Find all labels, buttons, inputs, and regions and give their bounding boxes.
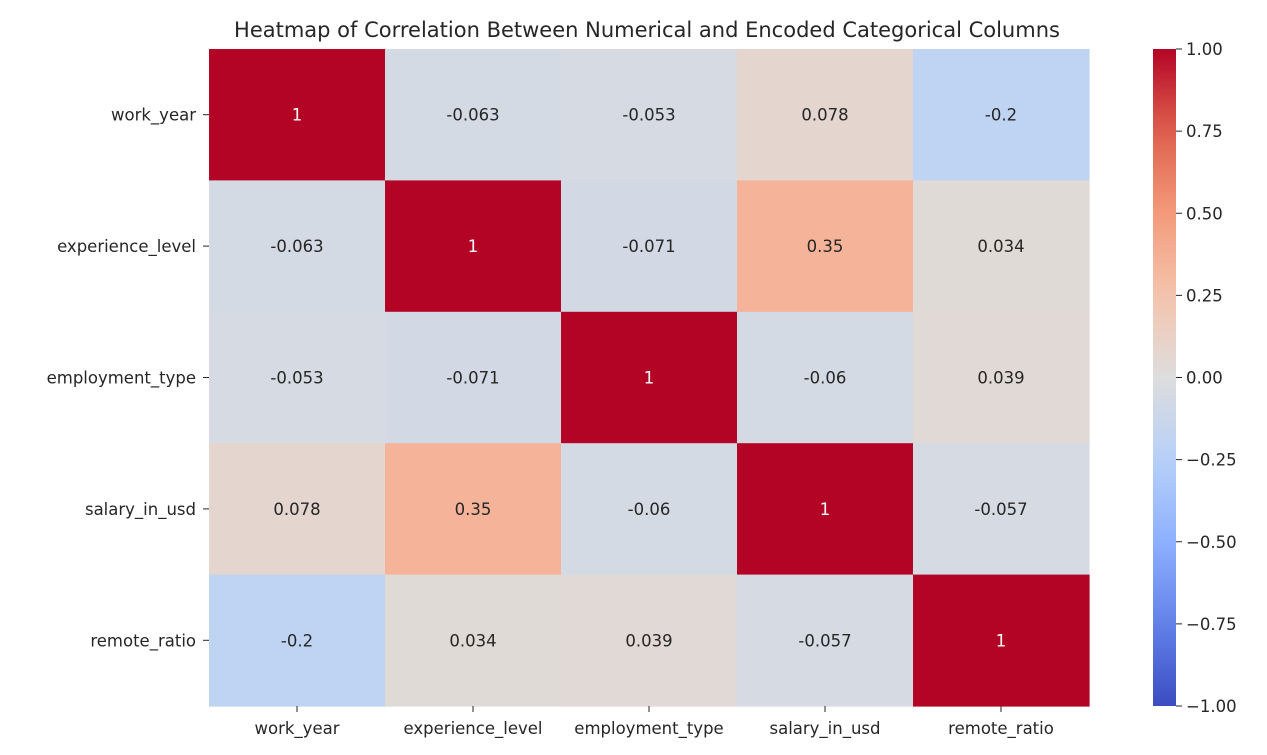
- cell-annotation: -0.06: [628, 500, 671, 519]
- heatmap-cells: [209, 49, 1090, 707]
- cell-annotation: 1: [996, 631, 1007, 650]
- heatmap-cell: [737, 443, 914, 576]
- heatmap-cell: [561, 311, 738, 444]
- cell-annotation: -0.063: [270, 237, 323, 256]
- y-tick-label: salary_in_usd: [85, 500, 196, 520]
- heatmap-cell: [737, 311, 914, 444]
- cell-annotation: -0.071: [622, 237, 675, 256]
- colorbar-tick-label: 0.25: [1186, 286, 1223, 305]
- heatmap-cell: [209, 443, 386, 576]
- x-tick-label: work_year: [255, 719, 340, 739]
- cell-annotation: -0.053: [270, 369, 323, 388]
- cell-annotation: -0.2: [985, 106, 1017, 125]
- colorbar-tick-label: 0.50: [1186, 204, 1223, 223]
- x-tick-label: experience_level: [404, 719, 543, 739]
- x-axis: work_year experience_level employment_type…: [255, 706, 1054, 739]
- y-tick-label: work_year: [111, 106, 196, 126]
- heatmap-cell: [209, 180, 386, 313]
- cell-annotation: -0.057: [798, 631, 851, 650]
- cell-annotation: -0.06: [804, 369, 847, 388]
- colorbar-gradient: [1153, 49, 1176, 706]
- y-tick-label: remote_ratio: [90, 631, 196, 651]
- y-tick-label: experience_level: [57, 237, 196, 257]
- heatmap-cell: [913, 49, 1090, 181]
- heatmap-cell: [209, 311, 386, 444]
- colorbar-tick-label: 0.75: [1186, 122, 1223, 141]
- heatmap-cell: [209, 574, 386, 707]
- cell-annotation: -0.063: [446, 106, 499, 125]
- heatmap-cell: [913, 180, 1090, 313]
- y-tick-label: employment_type: [47, 369, 196, 389]
- colorbar-tick-label: 0.00: [1186, 369, 1223, 388]
- heatmap-cell: [913, 311, 1090, 444]
- cell-annotation: 0.039: [625, 631, 672, 650]
- heatmap-cell: [385, 574, 562, 707]
- cell-annotation: -0.057: [974, 500, 1027, 519]
- heatmap-cell: [385, 311, 562, 444]
- heatmap-cell: [209, 49, 386, 181]
- cell-annotation: 0.034: [449, 631, 496, 650]
- colorbar-tick-label: 1.00: [1186, 40, 1223, 59]
- cell-annotation: 0.039: [977, 369, 1024, 388]
- heatmap-cell: [385, 443, 562, 576]
- colorbar-ticks: 1.00 0.75 0.50 0.25 0.00 −0.25 −0.50 −0.75 −1.00: [1176, 40, 1237, 716]
- cell-annotation: -0.071: [446, 369, 499, 388]
- x-tick-label: remote_ratio: [948, 719, 1054, 739]
- cell-annotation: 0.078: [273, 500, 320, 519]
- cell-annotation: 1: [820, 500, 831, 519]
- cell-annotation: -0.2: [281, 631, 313, 650]
- cell-annotation: 0.034: [977, 237, 1024, 256]
- y-axis: work_year experience_level employment_type…: [47, 106, 209, 651]
- heatmap-cell: [561, 443, 738, 576]
- heatmap-cell: [561, 180, 738, 313]
- cell-annotation: 0.35: [807, 237, 844, 256]
- heatmap-cell: [385, 49, 562, 181]
- colorbar-tick-label: −0.50: [1186, 533, 1237, 552]
- x-tick-label: salary_in_usd: [769, 719, 880, 739]
- colorbar-tick-label: −0.25: [1186, 451, 1237, 470]
- heatmap-cell: [737, 49, 914, 181]
- colorbar-tick-label: −1.00: [1186, 697, 1237, 716]
- cell-annotation: 1: [468, 237, 479, 256]
- cell-annotation: -0.053: [622, 106, 675, 125]
- colorbar-tick-label: −0.75: [1186, 615, 1237, 634]
- heatmap-cell: [913, 443, 1090, 576]
- cell-annotation: 1: [644, 369, 655, 388]
- cell-annotations: 1 -0.063 -0.053 0.078 -0.2 -0.063 1 -0.071 0.35 0…: [270, 106, 1027, 651]
- heatmap-cell: [561, 49, 738, 181]
- heatmap-cell: [913, 574, 1090, 707]
- heatmap-cell: [385, 180, 562, 313]
- colorbar: 1.00 0.75 0.50 0.25 0.00 −0.25 −0.50 −0.75 −1.00: [1153, 40, 1237, 716]
- heatmap-cell: [737, 180, 914, 313]
- x-tick-label: employment_type: [574, 719, 723, 739]
- chart-title: Heatmap of Correlation Between Numerical…: [234, 18, 1060, 42]
- cell-annotation: 1: [292, 106, 303, 125]
- cell-annotation: 0.35: [455, 500, 492, 519]
- heatmap-cell: [737, 574, 914, 707]
- cell-annotation: 0.078: [801, 106, 848, 125]
- heatmap-cell: [561, 574, 738, 707]
